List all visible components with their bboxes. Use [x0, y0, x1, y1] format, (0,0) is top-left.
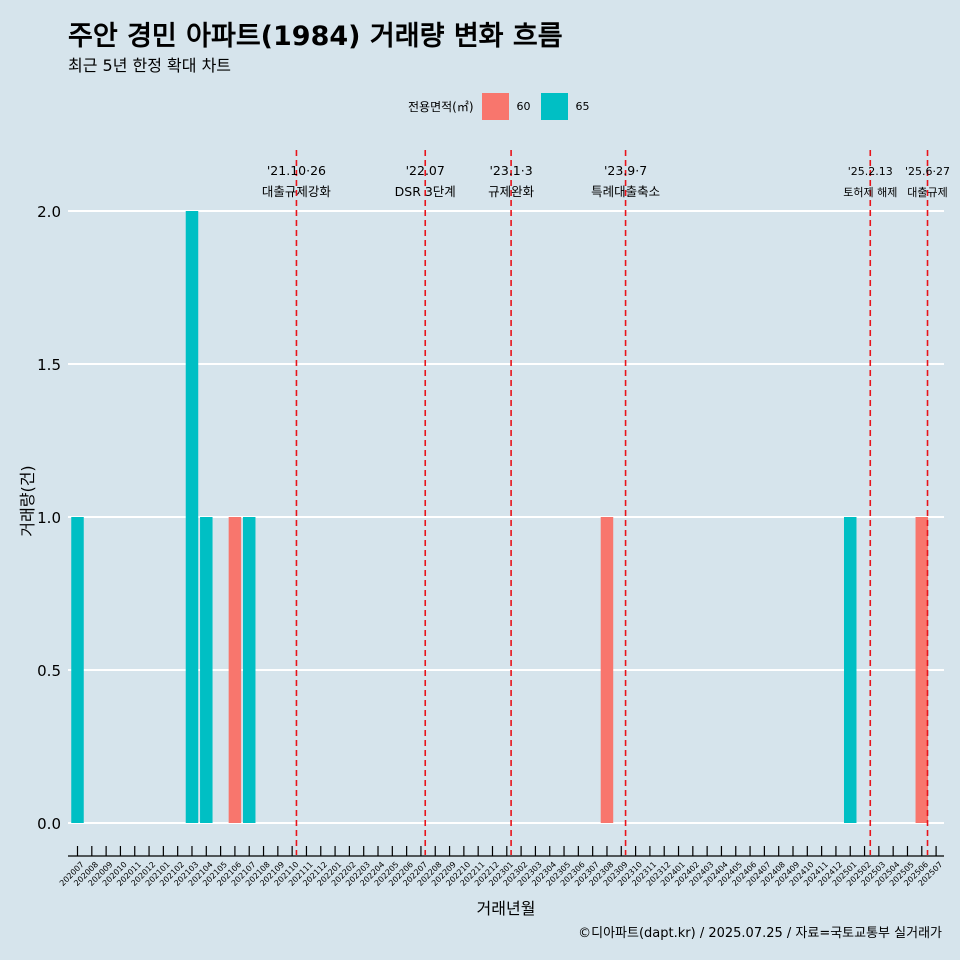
policy-date-label: '22.07	[406, 163, 445, 178]
chart-title: 주안 경민 아파트(1984) 거래량 변화 흐름	[68, 21, 563, 52]
y-tick-label: 0.0	[37, 815, 61, 833]
policy-date-label: '25.6·27	[905, 165, 950, 178]
chart-subtitle: 최근 5년 한정 확대 차트	[68, 56, 232, 75]
bar-202506-60	[915, 517, 929, 823]
bar-202106-60	[228, 517, 242, 823]
y-tick-label: 1.5	[37, 356, 61, 374]
policy-event-label: DSR 3단계	[395, 184, 456, 199]
legend-title: 전용면적(㎡)	[408, 99, 474, 114]
bar-202007-65	[71, 517, 84, 823]
y-tick-label: 0.5	[37, 662, 61, 680]
legend: 전용면적(㎡) 60 65	[408, 92, 600, 120]
bar-202501-65	[843, 517, 857, 823]
policy-event-label: 규제완화	[488, 184, 535, 199]
bar-202107-65	[242, 517, 256, 823]
legend-label-65: 65	[575, 99, 590, 113]
legend-key-60: 60	[481, 92, 531, 120]
policy-date-label: '23.9·7	[604, 163, 647, 178]
y-tick-label: 2.0	[37, 203, 61, 221]
source-caption: ©디아파트(dapt.kr) / 2025.07.25 / 자료=국토교통부 실…	[578, 926, 942, 941]
legend-swatch-65	[540, 92, 568, 120]
policy-event-label: 토허제 해제	[843, 185, 897, 199]
y-axis-label: 거래량(건)	[18, 465, 37, 536]
policy-event-label: 특례대출축소	[591, 184, 660, 199]
bar-202308-60	[600, 517, 614, 823]
legend-label-60: 60	[516, 99, 531, 113]
y-tick-label: 1.0	[37, 509, 61, 527]
policy-event-label: 대출규제	[907, 186, 947, 199]
policy-date-label: '25.2.13	[848, 165, 893, 178]
policy-date-label: '23.1·3	[489, 163, 532, 178]
policy-date-label: '21.10·26	[267, 163, 326, 178]
legend-key-65: 65	[540, 92, 590, 120]
x-axis-label: 거래년월	[477, 899, 536, 918]
bar-202104-65	[200, 517, 213, 823]
policy-event-label: 대출규제강화	[262, 184, 332, 199]
legend-swatch-60	[481, 92, 509, 120]
bar-202103-65	[185, 211, 199, 823]
